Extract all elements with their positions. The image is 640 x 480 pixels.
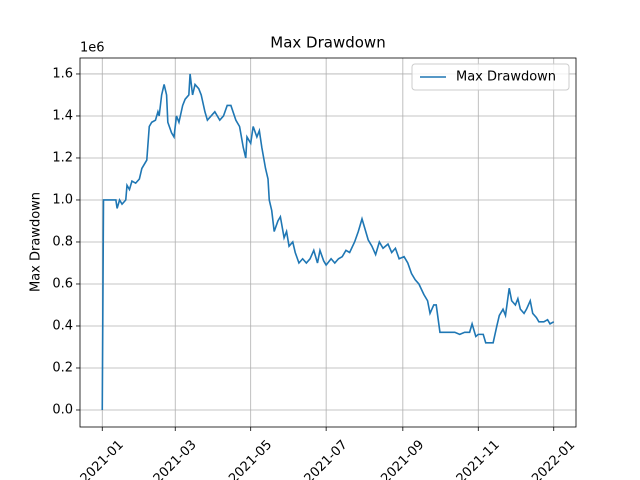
chart-title: Max Drawdown <box>270 34 385 52</box>
y-tick-label: 1.2 <box>52 150 73 165</box>
y-tick-label: 0.0 <box>52 402 73 417</box>
data-line <box>101 73 555 410</box>
y-tick-label: 0.6 <box>52 276 73 291</box>
axes-frame <box>79 57 577 428</box>
y-axis-label: Max Drawdown <box>29 192 44 292</box>
y-tick-label: 1.4 <box>52 108 73 123</box>
y-tick-label: 1.6 <box>52 66 73 81</box>
y-offset-label: 1e6 <box>80 41 105 56</box>
y-tick-label: 1.0 <box>52 192 73 207</box>
y-tick-label: 0.2 <box>52 360 73 375</box>
legend-box <box>411 63 570 91</box>
y-tick-label: 0.4 <box>52 318 73 333</box>
legend-label: Max Drawdown <box>456 70 556 85</box>
y-tick-label: 0.8 <box>52 234 73 249</box>
